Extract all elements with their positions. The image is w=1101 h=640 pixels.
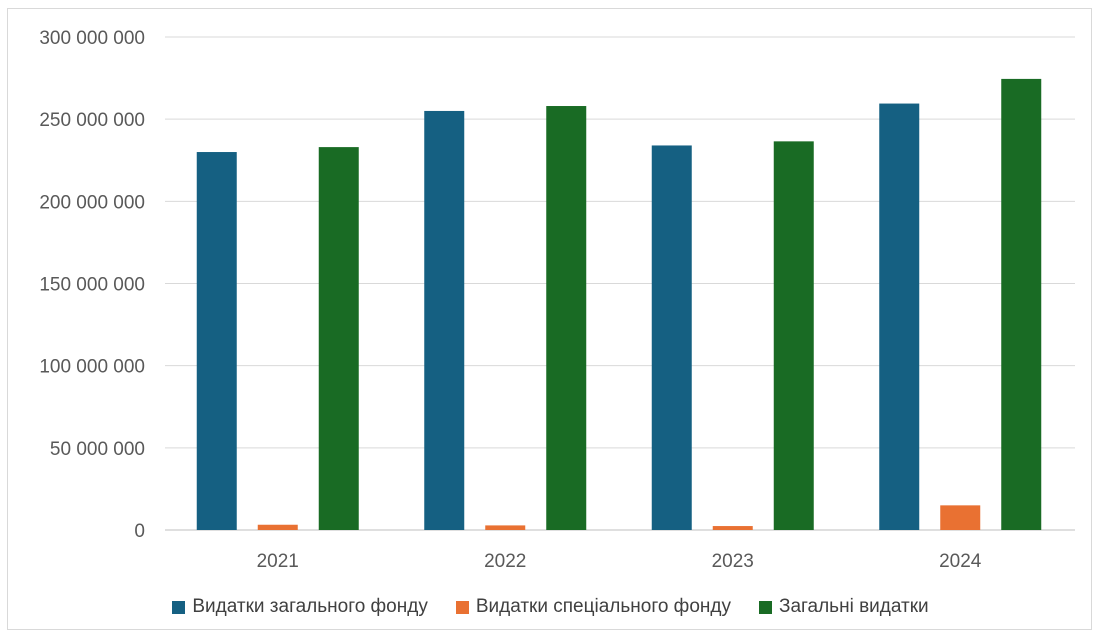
bar-2023-series-1 <box>712 526 753 530</box>
x-tick-label: 2024 <box>939 551 982 572</box>
legend-swatch-series-1 <box>455 600 469 614</box>
y-tick-label: 50 000 000 <box>50 439 145 460</box>
legend-item-series-2: Загальні видатки <box>758 596 929 618</box>
legend-swatch-series-2 <box>758 600 772 614</box>
bar-2021-series-0 <box>196 152 237 531</box>
y-tick-label: 150 000 000 <box>39 275 145 296</box>
bar-2024-series-0 <box>879 103 920 531</box>
bar-2022-series-0 <box>424 110 465 530</box>
x-tick-label: 2022 <box>484 551 526 572</box>
bar-2022-series-2 <box>546 106 587 531</box>
gridlines <box>165 36 1075 531</box>
y-tick-label: 0 <box>134 521 145 542</box>
bars <box>196 78 1042 531</box>
bar-2024-series-1 <box>940 505 981 530</box>
x-axis-tick-labels: 2021 2022 2023 2024 <box>257 551 982 572</box>
y-axis-tick-labels: 0 50 000 000 100 000 000 150 000 000 200 000… <box>39 28 145 542</box>
bar-2024-series-2 <box>1001 78 1042 530</box>
y-tick-label: 250 000 000 <box>39 110 145 131</box>
legend-item-series-0: Видатки загального фонду <box>172 596 428 618</box>
bar-2021-series-2 <box>318 147 359 530</box>
x-tick-label: 2023 <box>712 551 754 572</box>
x-tick-label: 2021 <box>257 551 299 572</box>
legend: Видатки загального фонду Видатки спеціал… <box>0 596 1101 618</box>
y-tick-label: 100 000 000 <box>39 357 145 378</box>
legend-label-series-1: Видатки спеціального фонду <box>475 596 731 617</box>
legend-item-series-1: Видатки спеціального фонду <box>455 596 731 618</box>
legend-label-series-0: Видатки загального фонду <box>192 596 428 617</box>
y-tick-label: 300 000 000 <box>39 28 145 49</box>
legend-label-series-2: Загальні видатки <box>778 596 929 617</box>
legend-swatch-series-0 <box>172 600 186 614</box>
bar-2021-series-1 <box>257 524 298 530</box>
bar-2023-series-2 <box>773 141 814 530</box>
y-tick-label: 200 000 000 <box>39 192 145 213</box>
bar-2022-series-1 <box>485 525 526 530</box>
bar-2023-series-0 <box>651 145 692 530</box>
